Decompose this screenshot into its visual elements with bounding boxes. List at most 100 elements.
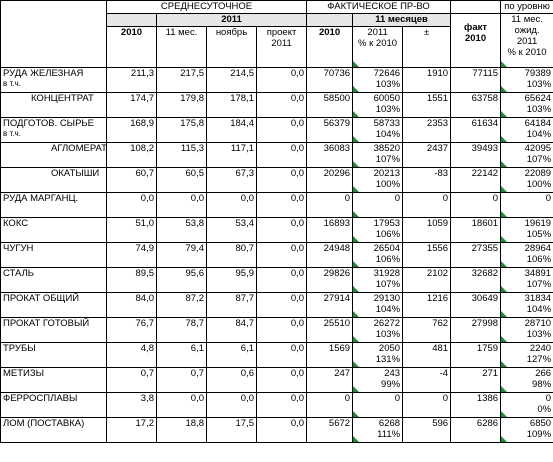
cell-fact-2011-pct: 106%	[375, 254, 401, 265]
row-name: ПРОКАТ ГОТОВЫЙ	[0, 317, 107, 343]
cell-fact-2011-value: 243	[384, 368, 401, 380]
cell-fakt-2010: 27998	[450, 317, 502, 343]
table-row: КОНЦЕНТРАТ 174,7 179,8 178,1 0,0 58500 60050 10…	[0, 92, 553, 118]
comment-marker-icon	[501, 186, 508, 192]
comment-marker-icon	[353, 411, 360, 417]
cell-avg-11mes: 87,2	[156, 292, 207, 318]
row-name-text: РУДА ЖЕЛЕЗНАЯ	[3, 68, 84, 80]
cell-fact-2011-pct: 99%	[381, 379, 401, 390]
cell-fact-2011-pct: 103%	[375, 104, 401, 115]
table-row: ЧУГУН 74,9 79,4 80,7 0,0 24948 26504 106% 1556 27…	[0, 242, 553, 268]
header-year-2011: 2011	[155, 13, 308, 27]
cell-avg-2010: 3,8	[106, 392, 157, 418]
row-name-text: ТРУБЫ	[3, 343, 36, 355]
cell-avg-november: 0,0	[206, 392, 257, 418]
header-level-expected: 11 мес. ожид. 2011 % к 2010	[500, 13, 553, 68]
cell-avg-november: 0,0	[206, 192, 257, 218]
cell-level-value: 2240	[529, 343, 552, 355]
cell-fact-2011-pct: 104%	[375, 129, 401, 140]
cell-level: 0	[500, 192, 553, 218]
cell-avg-project: 0,0	[255, 392, 308, 418]
row-name-text: АГЛОМЕРАТ	[51, 143, 107, 155]
cell-level: 42095 107%	[500, 142, 553, 168]
cell-fact-2011-pct: 103%	[375, 329, 401, 340]
cell-avg-project: 0,0	[255, 117, 308, 143]
comment-marker-icon	[353, 436, 360, 442]
cell-avg-project: 0,0	[255, 92, 308, 118]
cell-fact-2011-value: 20213	[373, 168, 401, 180]
cell-fact-2011-pct: 111%	[377, 429, 401, 440]
table-row: ТРУБЫ 4,8 6,1 6,1 0,0 1569 2050 131% 481 1759 2240…	[0, 342, 553, 368]
row-name-text: ОКАТЫШИ	[51, 168, 100, 180]
cell-avg-project: 0,0	[255, 342, 308, 368]
cell-level-pct: 0%	[537, 404, 552, 415]
cell-fact-2010: 1569	[306, 342, 354, 368]
row-name: ПРОКАТ ОБЩИЙ	[0, 292, 107, 318]
cell-fact-2010: 20296	[306, 167, 354, 193]
comment-marker-icon	[353, 61, 360, 67]
cell-diff: 2353	[402, 117, 452, 143]
cell-level-pct: 107%	[526, 154, 552, 165]
cell-avg-november: 84,7	[206, 317, 257, 343]
row-name: КОКС	[0, 217, 107, 243]
cell-level-pct: 98%	[532, 379, 552, 390]
cell-avg-november: 67,3	[206, 167, 257, 193]
cell-level-value: 0	[545, 393, 552, 405]
cell-fact-2011-value: 31928	[373, 268, 401, 280]
cell-avg-november: 87,7	[206, 292, 257, 318]
cell-level-pct: 104%	[526, 304, 552, 315]
cell-fact-2011-pct: 103%	[375, 79, 401, 90]
cell-avg-11mes: 60,5	[156, 167, 207, 193]
row-name: ПОДГОТОВ. СЫРЬЕ в т.ч.	[0, 117, 107, 143]
cell-avg-november: 80,7	[206, 242, 257, 268]
cell-avg-2010: 76,7	[106, 317, 157, 343]
cell-diff: 1551	[402, 92, 452, 118]
cell-fact-2011-value: 60050	[373, 93, 401, 105]
cell-level-value: 6850	[529, 418, 552, 430]
comment-marker-icon	[501, 336, 508, 342]
comment-marker-icon	[353, 186, 360, 192]
cell-avg-project: 0,0	[255, 417, 308, 443]
comment-marker-icon	[353, 286, 360, 292]
cell-level-pct: 103%	[526, 329, 552, 340]
cell-avg-11mes: 0,0	[156, 192, 207, 218]
comment-marker-icon	[501, 236, 508, 242]
cell-fact-2011: 29130 104%	[352, 292, 404, 318]
header-col-2010: 2010	[106, 26, 157, 68]
cell-level: 266 98%	[500, 367, 553, 393]
cell-fact-2010: 70736	[306, 67, 354, 93]
table-row: ОКАТЫШИ 60,7 60,5 67,3 0,0 20296 20213 100% -83 2…	[0, 167, 553, 193]
header-project-year: 2011	[271, 38, 292, 49]
cell-avg-11mes: 175,8	[156, 117, 207, 143]
header-col-project: проект 2011	[255, 26, 308, 68]
cell-fakt-2010: 0	[450, 192, 502, 218]
cell-diff: 1216	[402, 292, 452, 318]
comment-marker-icon	[353, 386, 360, 392]
cell-diff: 2437	[402, 142, 452, 168]
cell-fakt-2010: 63758	[450, 92, 502, 118]
cell-fact-2011-pct: 107%	[375, 279, 401, 290]
row-name: ЧУГУН	[0, 242, 107, 268]
cell-fact-2011-value: 58733	[373, 118, 401, 130]
cell-fact-2011-pct: 106%	[375, 229, 401, 240]
cell-avg-2010: 174,7	[106, 92, 157, 118]
cell-avg-11mes: 0,7	[156, 367, 207, 393]
cell-diff: 1059	[402, 217, 452, 243]
cell-level-pct: 103%	[526, 79, 552, 90]
cell-fact-2011: 0	[352, 192, 404, 218]
cell-fact-2010: 56379	[306, 117, 354, 143]
cell-level-pct: 127%	[526, 354, 552, 365]
cell-diff: 481	[402, 342, 452, 368]
cell-fact-2010: 16893	[306, 217, 354, 243]
comment-marker-icon	[501, 436, 508, 442]
comment-marker-icon	[501, 136, 508, 142]
cell-avg-project: 0,0	[255, 167, 308, 193]
cell-diff: 596	[402, 417, 452, 443]
cell-avg-project: 0,0	[255, 267, 308, 293]
cell-fakt-2010: 6286	[450, 417, 502, 443]
row-name-text: РУДА МАРГАНЦ.	[3, 193, 79, 205]
comment-marker-icon	[501, 111, 508, 117]
comment-marker-icon	[501, 311, 508, 317]
cell-level: 31834 104%	[500, 292, 553, 318]
comment-marker-icon	[353, 261, 360, 267]
